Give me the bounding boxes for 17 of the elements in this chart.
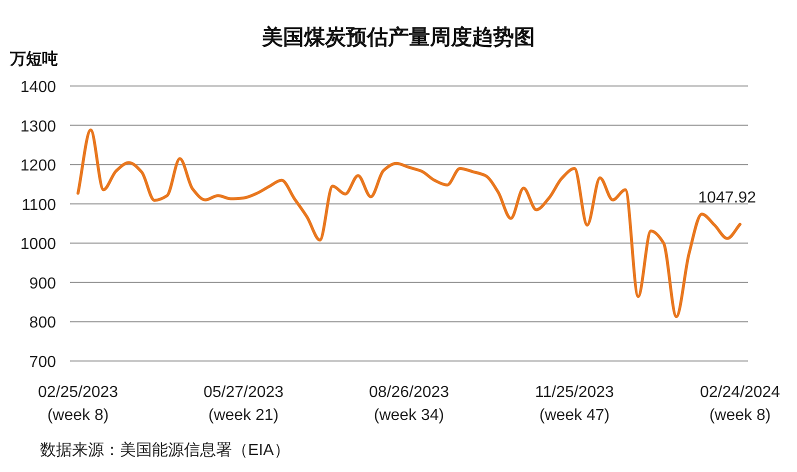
y-axis-title: 万短吨 bbox=[9, 50, 58, 68]
y-tick-label: 1300 bbox=[20, 118, 56, 136]
x-tick-label: 02/24/2024 (week 8) bbox=[700, 384, 780, 424]
y-tick-label: 1200 bbox=[20, 158, 56, 175]
source-note: 数据来源：美国能源信息署（EIA） bbox=[40, 441, 290, 459]
y-tick-label: 800 bbox=[29, 314, 56, 332]
x-tick-label: 05/27/2023 (week 21) bbox=[203, 384, 284, 424]
chart-title: 美国煤炭预估产量周度趋势图 bbox=[261, 25, 535, 49]
data-label: 1047.92 bbox=[698, 189, 756, 206]
y-tick-label: 1000 bbox=[20, 236, 56, 254]
x-tick-label: 08/26/2023 (week 34) bbox=[368, 384, 450, 424]
x-tick-label: 11/25/2023 (week 47) bbox=[535, 384, 614, 424]
y-tick-label: 1400 bbox=[20, 79, 56, 96]
x-tick-label: 02/25/2023 (week 8) bbox=[38, 384, 118, 424]
y-tick-label: 700 bbox=[29, 354, 56, 371]
y-tick-label: 1100 bbox=[22, 196, 56, 214]
y-tick-label: 900 bbox=[29, 275, 56, 292]
